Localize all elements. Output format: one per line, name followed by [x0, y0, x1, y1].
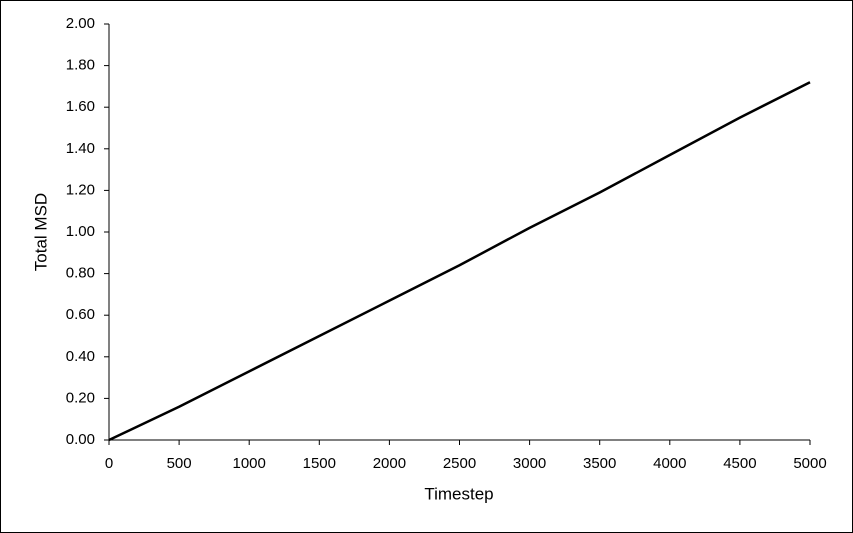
x-tick-label: 1000 [233, 455, 266, 472]
data-line [108, 81, 811, 442]
y-tick-label: 2.00 [66, 15, 95, 32]
x-axis-label: Timestep [424, 484, 493, 503]
y-tick-label: 1.80 [66, 57, 95, 74]
x-tick-label: 2500 [443, 455, 476, 472]
x-tick-label: 0 [105, 455, 113, 472]
x-tick-label: 4000 [653, 455, 686, 472]
y-tick-label: 0.40 [66, 348, 95, 365]
y-tick-label: 0.60 [66, 306, 95, 323]
y-tick-label: 0.80 [66, 265, 95, 282]
y-tick-label: 0.20 [66, 389, 95, 406]
y-axis-label: Total MSD [31, 193, 50, 271]
x-tick-label: 2000 [373, 455, 406, 472]
y-tick-label: 1.00 [66, 223, 95, 240]
y-tick-label: 1.20 [66, 181, 95, 198]
x-tick-label: 500 [167, 455, 192, 472]
x-tick-label: 1500 [303, 455, 336, 472]
y-tick-label: 0.00 [66, 431, 95, 448]
x-tick-label: 3500 [583, 455, 616, 472]
x-tick-label: 4500 [723, 455, 756, 472]
y-tick-label: 1.60 [66, 98, 95, 115]
x-tick-label: 3000 [513, 455, 546, 472]
y-tick-label: 1.40 [66, 140, 95, 157]
x-tick-label: 5000 [793, 455, 826, 472]
